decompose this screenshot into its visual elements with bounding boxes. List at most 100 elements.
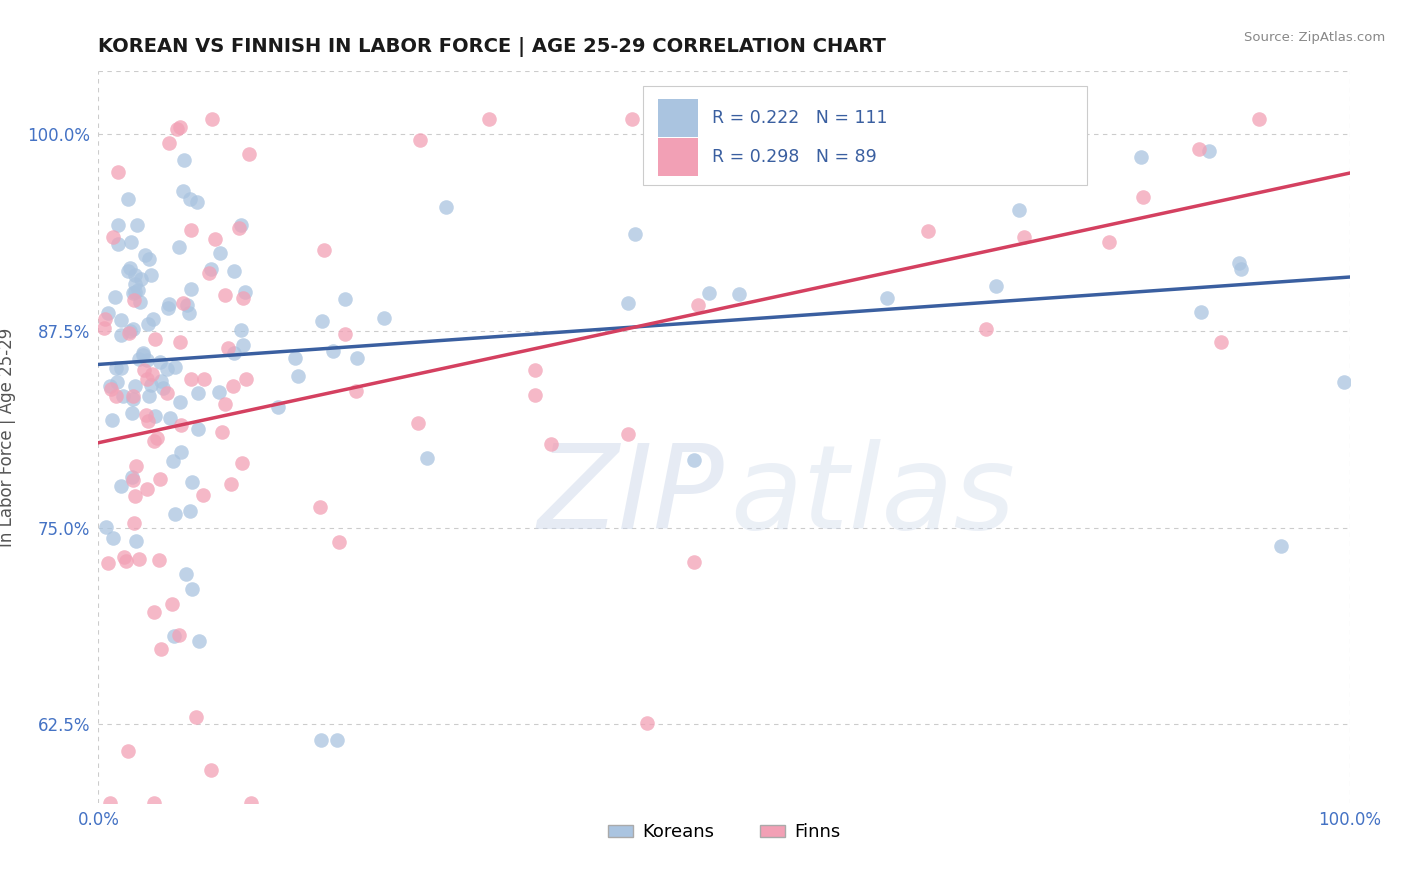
Point bbox=[682, 452, 704, 467]
Point bbox=[1230, 261, 1253, 276]
Point bbox=[169, 395, 191, 409]
Point bbox=[179, 192, 201, 206]
Point bbox=[167, 240, 190, 254]
Point bbox=[110, 479, 132, 493]
Point bbox=[346, 351, 368, 366]
Point bbox=[122, 392, 145, 406]
Y-axis label: In Labor Force | Age 25-29: In Labor Force | Age 25-29 bbox=[0, 327, 15, 547]
Point bbox=[624, 227, 647, 241]
Point bbox=[683, 556, 706, 570]
Text: Source: ZipAtlas.com: Source: ZipAtlas.com bbox=[1244, 31, 1385, 45]
Point bbox=[100, 413, 122, 427]
Point bbox=[149, 472, 172, 486]
Point bbox=[1008, 202, 1031, 217]
Point bbox=[284, 351, 307, 366]
Point bbox=[136, 483, 159, 497]
Point bbox=[132, 348, 155, 362]
Point bbox=[134, 248, 156, 262]
Point bbox=[163, 507, 186, 521]
Point bbox=[115, 554, 138, 568]
Point bbox=[125, 458, 148, 473]
Point bbox=[142, 605, 165, 619]
Point bbox=[169, 334, 191, 349]
Point bbox=[233, 285, 256, 299]
Point bbox=[124, 293, 146, 307]
Point bbox=[344, 384, 367, 398]
Point bbox=[524, 388, 547, 402]
Point bbox=[94, 520, 117, 534]
Point bbox=[728, 287, 751, 301]
Point bbox=[214, 396, 236, 410]
Point bbox=[1098, 235, 1121, 249]
Point bbox=[136, 414, 159, 428]
Point bbox=[124, 285, 146, 299]
Point bbox=[143, 409, 166, 424]
Point bbox=[135, 408, 157, 422]
Point bbox=[149, 355, 172, 369]
Point bbox=[138, 252, 160, 266]
Point bbox=[1053, 112, 1076, 126]
Point bbox=[224, 264, 246, 278]
Text: R = 0.298   N = 89: R = 0.298 N = 89 bbox=[711, 148, 876, 166]
Point bbox=[621, 112, 644, 126]
Text: ZIP: ZIP bbox=[537, 439, 724, 553]
Point bbox=[309, 732, 332, 747]
Point bbox=[180, 372, 202, 386]
Point bbox=[311, 314, 333, 328]
Point bbox=[222, 346, 245, 360]
Point bbox=[157, 136, 180, 150]
Point bbox=[112, 549, 135, 564]
Point bbox=[176, 567, 198, 582]
Point bbox=[524, 363, 547, 377]
Point bbox=[333, 327, 356, 342]
FancyBboxPatch shape bbox=[658, 138, 697, 176]
Point bbox=[180, 222, 202, 236]
Point bbox=[172, 184, 194, 198]
Point bbox=[98, 379, 121, 393]
Point bbox=[118, 326, 141, 340]
Point bbox=[131, 272, 153, 286]
Point bbox=[478, 112, 501, 126]
Point bbox=[1227, 255, 1250, 269]
Point bbox=[636, 715, 658, 730]
Point bbox=[152, 381, 174, 395]
Point bbox=[136, 317, 159, 331]
Point bbox=[917, 224, 939, 238]
Point bbox=[124, 268, 146, 283]
Point bbox=[143, 434, 166, 449]
Point bbox=[131, 346, 153, 360]
Point bbox=[235, 372, 257, 386]
Point bbox=[180, 282, 202, 296]
Point bbox=[97, 556, 120, 570]
Point bbox=[974, 322, 997, 336]
Point bbox=[187, 385, 209, 400]
Point bbox=[139, 378, 162, 392]
Point bbox=[314, 243, 336, 257]
Point bbox=[122, 473, 145, 487]
Point bbox=[934, 120, 956, 134]
Point bbox=[135, 372, 157, 386]
Point bbox=[238, 146, 260, 161]
Point bbox=[124, 489, 146, 503]
Point bbox=[157, 297, 180, 311]
Point bbox=[373, 311, 395, 326]
Point bbox=[176, 298, 198, 312]
Point bbox=[1333, 375, 1355, 389]
Legend: Koreans, Finns: Koreans, Finns bbox=[600, 816, 848, 848]
Point bbox=[122, 389, 145, 403]
Point bbox=[186, 195, 208, 210]
FancyBboxPatch shape bbox=[643, 86, 1087, 185]
Point bbox=[231, 456, 253, 470]
Point bbox=[434, 200, 457, 214]
Point bbox=[540, 437, 562, 451]
Point bbox=[617, 427, 640, 442]
Point bbox=[211, 425, 233, 439]
Point bbox=[169, 444, 191, 458]
Point bbox=[232, 291, 254, 305]
Point bbox=[129, 294, 152, 309]
Point bbox=[125, 219, 148, 233]
Point bbox=[169, 120, 191, 135]
Point bbox=[180, 582, 202, 596]
Point bbox=[121, 470, 143, 484]
Point bbox=[141, 367, 163, 381]
